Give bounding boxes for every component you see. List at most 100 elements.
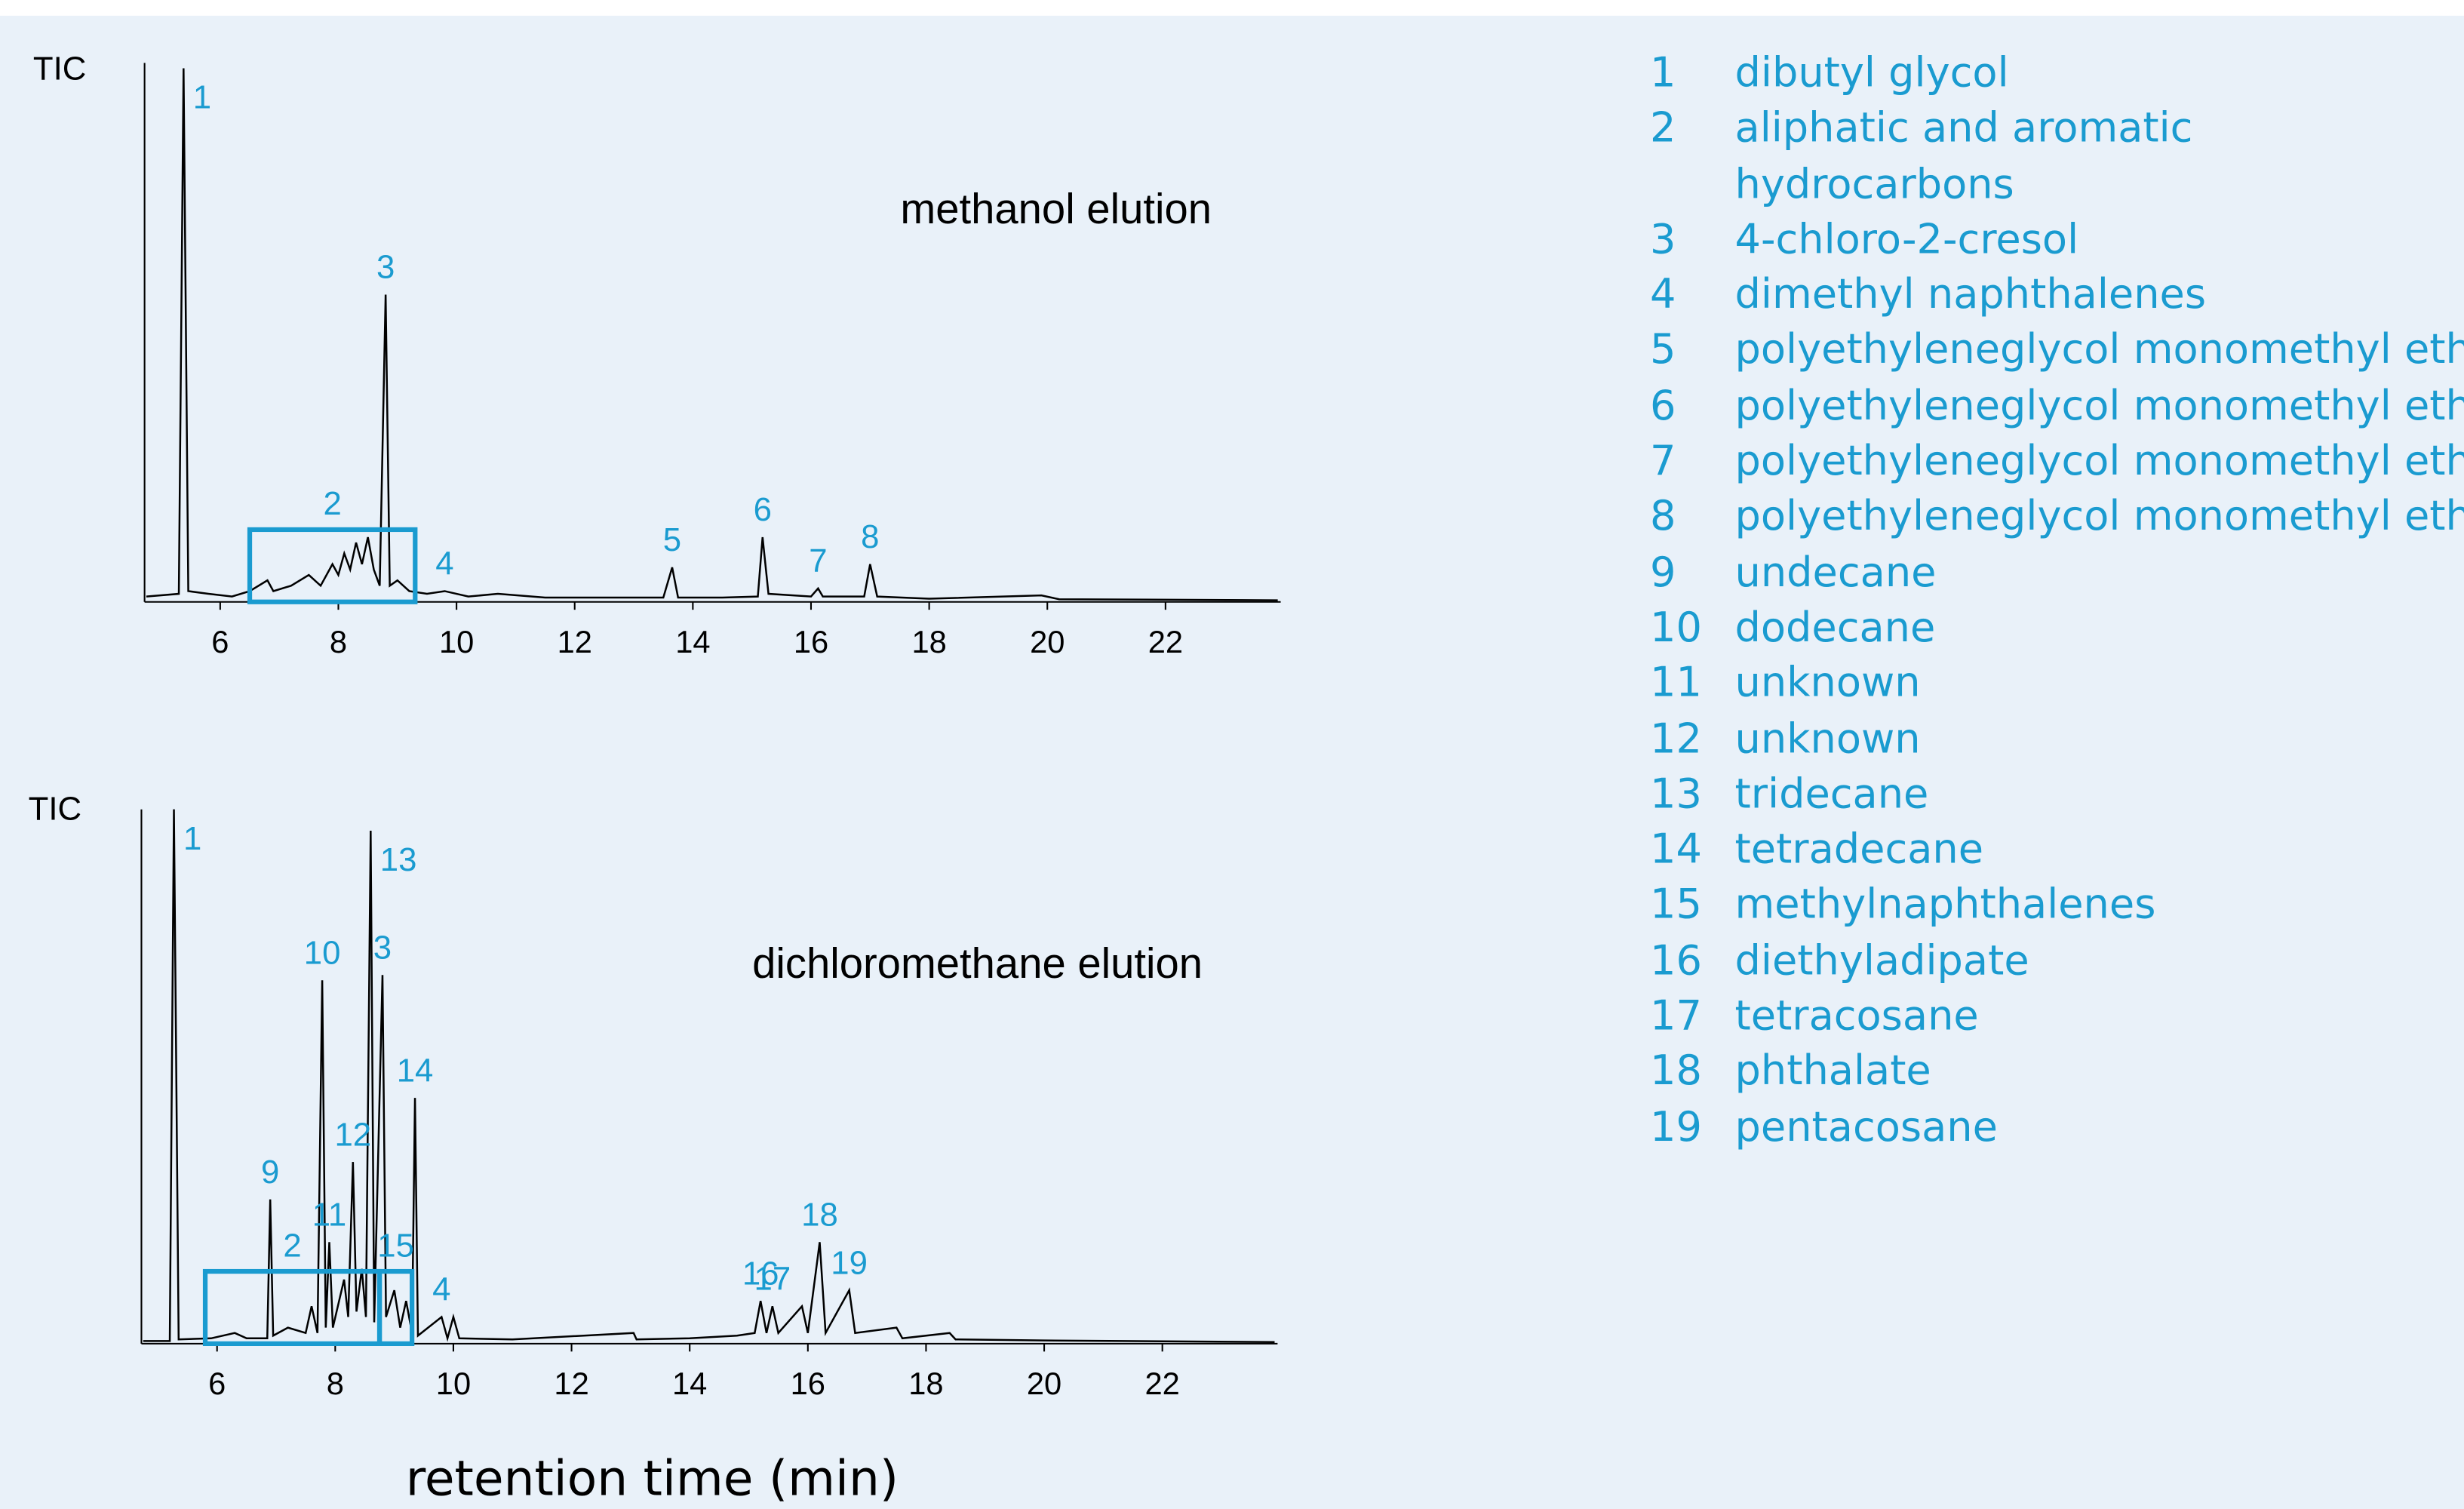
legend-number: 17 [1650,993,1702,1040]
legend-text: aliphatic and aromatic hydrocarbons [1735,103,2193,214]
legend-text: unknown [1735,657,1921,713]
legend-text: unknown [1735,713,1921,769]
legend-row: 18 phthalate [1650,1046,2464,1102]
legend-text: polyethyleneglycol monomethyl ether [1735,380,2464,436]
legend-line: aliphatic and aromatic [1734,106,2193,153]
legend-number: 1 [1650,50,1676,98]
legend-row: 13 tridecane [1650,768,2464,824]
legend-row: 3 4-chloro-2-cresol [1650,214,2464,269]
legend-line: 4-chloro-2-cresol [1734,217,2079,264]
legend-row: 8 polyethyleneglycol monomethyl ether [1650,491,2464,547]
legend-line: polyethyleneglycol monomethyl ether [1734,383,2464,431]
legend-line: unknown [1734,715,1921,764]
peak-label: 10 [304,935,341,972]
legend-line: tridecane [1734,771,1929,819]
peak-label: 1 [183,820,201,857]
legend-text: phthalate [1735,1046,1931,1102]
x-tick-label: 6 [211,624,229,659]
legend-row: 2 aliphatic and aromatic hydrocarbons [1650,103,2464,214]
peak-label: 1 [193,79,211,116]
chromatogram-trace [146,68,1278,601]
legend-number: 9 [1650,549,1676,597]
peak-label: 14 [397,1052,434,1089]
legend-row: 1 dibutyl glycol [1650,47,2464,103]
legend-line: phthalate [1734,1049,1931,1096]
legend-text: dibutyl glycol [1735,47,2009,103]
x-tick-label: 16 [791,1366,825,1401]
legend-text: polyethyleneglycol monomethyl ether [1735,491,2464,547]
peak-label: 18 [801,1197,838,1234]
legend-number: 2 [1650,106,1676,153]
peak-label: 4 [432,1271,450,1308]
chart-title: methanol elution [900,185,1212,232]
legend-row: 12 unknown [1650,713,2464,769]
top-strip [0,0,2464,16]
x-tick-label: 22 [1145,1366,1180,1401]
legend-row: 9 undecane [1650,546,2464,602]
chromatogram-trace [143,809,1275,1344]
legend-number: 12 [1650,715,1702,764]
legend-number: 10 [1650,604,1702,653]
peak-label: 5 [663,521,681,558]
legend-row: 5 polyethyleneglycol monomethyl ether [1650,324,2464,380]
legend-text: tetracosane [1735,990,1979,1046]
legend-row: 7 polyethyleneglycol monomethyl ether [1650,435,2464,491]
legend-text: dimethyl naphthalenes [1735,269,2207,325]
legend-number: 15 [1650,882,1702,930]
peak-label: 17 [754,1261,791,1298]
legend-number: 13 [1650,771,1702,819]
peak-label: 12 [334,1116,371,1153]
legend-text: tridecane [1735,768,1929,824]
y-axis-label: TIC [29,790,81,827]
legend-row: 6 polyethyleneglycol monomethyl ether [1650,380,2464,436]
x-tick-label: 12 [558,624,592,659]
x-tick-label: 6 [208,1366,226,1401]
region-box [376,1268,415,1347]
legend-number: 8 [1650,493,1676,542]
x-tick-label: 22 [1148,624,1183,659]
legend-line: pentacosane [1734,1104,1998,1152]
legend-line: polyethyleneglycol monomethyl ether [1734,327,2464,375]
legend-number: 18 [1650,1049,1702,1096]
x-tick-label: 10 [436,1366,471,1401]
legend-row: 17 tetracosane [1650,990,2464,1046]
legend-line: dodecane [1734,604,1936,653]
x-tick-label: 20 [1030,624,1065,659]
x-tick-label: 10 [439,624,474,659]
legend-text: polyethyleneglycol monomethyl ether [1735,435,2464,491]
peak-label: 9 [261,1154,279,1191]
peak-label: 16 [742,1255,779,1292]
legend-row: 15 methylnaphthalenes [1650,879,2464,935]
legend-text: diethyladipate [1735,935,2029,991]
peak-label: 19 [831,1244,868,1281]
peak-label: 8 [861,518,879,555]
legend-text: methylnaphthalenes [1735,879,2156,935]
legend-row: 11 unknown [1650,657,2464,713]
legend-number: 11 [1650,660,1702,708]
peak-label: 6 [754,491,772,528]
legend-text: polyethyleneglycol monomethyl ether [1735,324,2464,380]
peak-label: 7 [809,542,827,579]
legend-text: undecane [1735,546,1937,602]
legend-row: 10 dodecane [1650,602,2464,658]
legend-line: tetradecane [1734,826,1984,874]
legend-line: dimethyl naphthalenes [1734,272,2207,320]
region-label: 2 [323,485,341,522]
x-tick-label: 16 [794,624,828,659]
x-tick-label: 18 [908,1366,943,1401]
legend-number: 5 [1650,327,1676,375]
x-axis-label: retention time (min) [406,1451,899,1507]
legend-line: unknown [1734,660,1921,708]
legend-text: 4-chloro-2-cresol [1735,214,2079,269]
legend-line: polyethyleneglycol monomethyl ether [1734,438,2464,486]
peak-label: 11 [312,1197,346,1234]
x-tick-label: 8 [330,624,347,659]
legend-number: 14 [1650,826,1702,874]
chart-title: dichloromethane elution [752,939,1203,987]
legend-row: 4 dimethyl naphthalenes [1650,269,2464,325]
legend-number: 7 [1650,438,1676,486]
legend-number: 19 [1650,1104,1702,1152]
y-axis-label: TIC [33,50,86,87]
legend-line: undecane [1734,549,1937,597]
legend-line: polyethyleneglycol monomethyl ether [1734,493,2464,542]
